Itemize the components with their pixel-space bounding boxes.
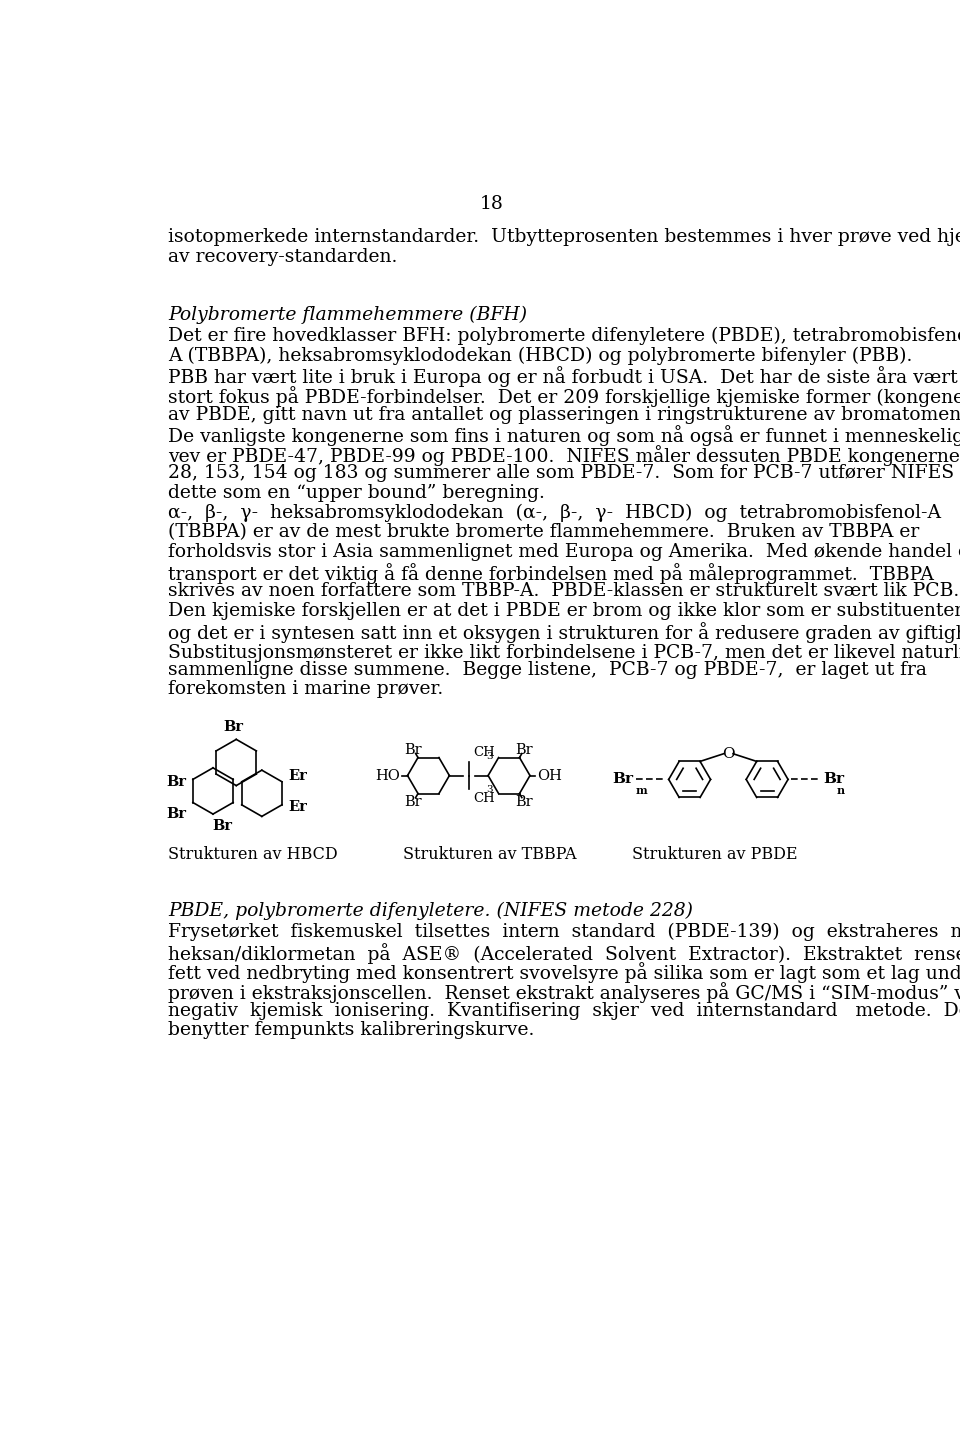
Text: Br: Br xyxy=(516,795,533,809)
Text: m: m xyxy=(636,784,647,796)
Text: Den kjemiske forskjellen er at det i PBDE er brom og ikke klor som er substituen: Den kjemiske forskjellen er at det i PBD… xyxy=(168,601,960,620)
Text: forholdsvis stor i Asia sammenlignet med Europa og Amerika.  Med økende handel o: forholdsvis stor i Asia sammenlignet med… xyxy=(168,544,960,561)
Text: PBB har vært lite i bruk i Europa og er nå forbudt i USA.  Det har de siste åra : PBB har vært lite i bruk i Europa og er … xyxy=(168,366,958,388)
Text: av recovery-standarden.: av recovery-standarden. xyxy=(168,248,397,267)
Text: 18: 18 xyxy=(480,195,504,212)
Text: OH: OH xyxy=(537,769,562,783)
Text: heksan/diklormetan  på  ASE®  (Accelerated  Solvent  Extractor).  Ekstraktet  re: heksan/diklormetan på ASE® (Accelerated … xyxy=(168,943,960,963)
Text: Polybromerte flammehemmere (BFH): Polybromerte flammehemmere (BFH) xyxy=(168,306,527,324)
Text: negativ  kjemisk  ionisering.  Kvantifisering  skjer  ved  internstandard   meto: negativ kjemisk ionisering. Kvantifiseri… xyxy=(168,1002,960,1019)
Text: forekomsten i marine prøver.: forekomsten i marine prøver. xyxy=(168,681,444,698)
Text: CH: CH xyxy=(473,746,495,758)
Text: fett ved nedbryting med konsentrert svovelsyre på silika som er lagt som et lag : fett ved nedbryting med konsentrert svov… xyxy=(168,962,960,983)
Text: av PBDE, gitt navn ut fra antallet og plasseringen i ringstrukturene av bromatom: av PBDE, gitt navn ut fra antallet og pl… xyxy=(168,405,960,424)
Text: Substitusjonsmønsteret er ikke likt forbindelsene i PCB-7, men det er likevel na: Substitusjonsmønsteret er ikke likt forb… xyxy=(168,642,960,662)
Text: Br: Br xyxy=(212,819,232,832)
Text: 3: 3 xyxy=(486,751,492,761)
Text: og det er i syntesen satt inn et oksygen i strukturen for å redusere graden av g: og det er i syntesen satt inn et oksygen… xyxy=(168,622,960,643)
Text: Br: Br xyxy=(824,771,845,786)
Text: Strukturen av HBCD: Strukturen av HBCD xyxy=(168,846,338,864)
Text: Br: Br xyxy=(167,808,186,820)
Text: Er: Er xyxy=(288,800,307,815)
Text: skrives av noen forfattere som TBBP-A.  PBDE-klassen er strukturelt svært lik PC: skrives av noen forfattere som TBBP-A. P… xyxy=(168,583,959,600)
Text: stort fokus på PBDE-forbindelser.  Det er 209 forskjellige kjemiske former (kong: stort fokus på PBDE-forbindelser. Det er… xyxy=(168,386,960,407)
Text: Br: Br xyxy=(404,795,422,809)
Text: benytter fempunkts kalibreringskurve.: benytter fempunkts kalibreringskurve. xyxy=(168,1021,535,1040)
Text: Br: Br xyxy=(223,720,243,734)
Text: Br: Br xyxy=(516,743,533,757)
Text: De vanligste kongenerne som fins i naturen og som nå også er funnet i menneskeli: De vanligste kongenerne som fins i natur… xyxy=(168,425,960,446)
Text: HO: HO xyxy=(375,769,400,783)
Text: Frysetørket  fiskemuskel  tilsettes  intern  standard  (PBDE-139)  og  ekstraher: Frysetørket fiskemuskel tilsettes intern… xyxy=(168,923,960,942)
Text: transport er det viktig å få denne forbindelsen med på måleprogrammet.  TBBPA: transport er det viktig å få denne forbi… xyxy=(168,562,934,584)
Text: Br: Br xyxy=(166,774,186,789)
Text: 28, 153, 154 og 183 og summerer alle som PBDE-7.  Som for PCB-7 utfører NIFES: 28, 153, 154 og 183 og summerer alle som… xyxy=(168,464,954,483)
Text: CH: CH xyxy=(473,792,495,805)
Text: Br: Br xyxy=(612,771,633,786)
Text: O: O xyxy=(722,747,734,761)
Text: vev er PBDE-47, PBDE-99 og PBDE-100.  NIFES måler dessuten PBDE kongenerne: vev er PBDE-47, PBDE-99 og PBDE-100. NIF… xyxy=(168,444,960,466)
Text: A (TBBPA), heksabromsyklododekan (HBCD) og polybromerte bifenyler (PBB).: A (TBBPA), heksabromsyklododekan (HBCD) … xyxy=(168,346,912,365)
Text: isotopmerkede internstandarder.  Utbytteprosenten bestemmes i hver prøve ved hje: isotopmerkede internstandarder. Utbyttep… xyxy=(168,228,960,247)
Text: prøven i ekstraksjonscellen.  Renset ekstrakt analyseres på GC/MS i “SIM-modus” : prøven i ekstraksjonscellen. Renset ekst… xyxy=(168,982,960,1002)
Text: Strukturen av PBDE: Strukturen av PBDE xyxy=(632,846,797,864)
Text: Er: Er xyxy=(288,770,307,783)
Text: α-,  β-,  γ-  heksabromsyklododekan  (α-,  β-,  γ-  HBCD)  og  tetrabromobisfeno: α-, β-, γ- heksabromsyklododekan (α-, β-… xyxy=(168,503,941,522)
Text: (TBBPA) er av de mest brukte bromerte flammehemmere.  Bruken av TBBPA er: (TBBPA) er av de mest brukte bromerte fl… xyxy=(168,523,920,541)
Text: Strukturen av TBBPA: Strukturen av TBBPA xyxy=(403,846,576,864)
Text: sammenligne disse summene.  Begge listene,  PCB-7 og PBDE-7,  er laget ut fra: sammenligne disse summene. Begge listene… xyxy=(168,660,927,679)
Text: PBDE, polybromerte difenyletere. (NIFES metode 228): PBDE, polybromerte difenyletere. (NIFES … xyxy=(168,901,693,920)
Text: dette som en “upper bound” beregning.: dette som en “upper bound” beregning. xyxy=(168,485,545,502)
Text: Br: Br xyxy=(404,743,422,757)
Text: Det er fire hovedklasser BFH: polybromerte difenyletere (PBDE), tetrabromobisfen: Det er fire hovedklasser BFH: polybromer… xyxy=(168,327,960,345)
Text: n: n xyxy=(837,784,845,796)
Text: 3: 3 xyxy=(486,784,492,795)
